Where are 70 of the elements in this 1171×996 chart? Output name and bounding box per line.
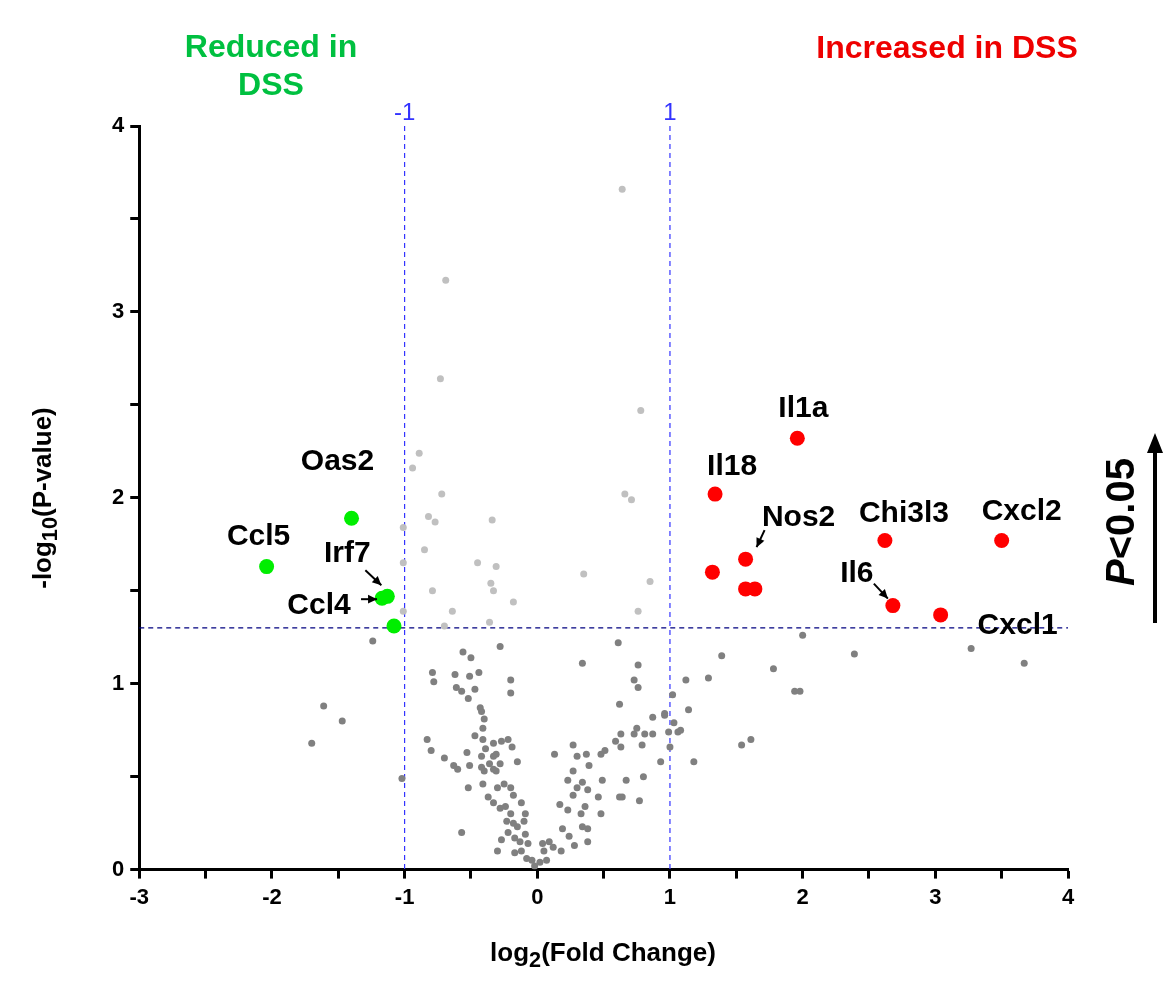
point xyxy=(440,622,448,630)
point xyxy=(386,618,402,634)
point xyxy=(474,559,482,567)
annotation: Cxcl1 xyxy=(977,607,1058,641)
text: Reduced in DSS xyxy=(183,27,359,103)
annotation: Irf7 xyxy=(324,534,371,568)
point xyxy=(509,598,517,606)
point xyxy=(789,430,805,446)
point xyxy=(621,490,629,498)
x-tick-label: -1 xyxy=(394,883,415,909)
ref-line-label: 1 xyxy=(663,98,677,125)
point xyxy=(344,510,360,526)
point xyxy=(424,512,432,520)
x-tick-label: 4 xyxy=(1061,883,1075,909)
point xyxy=(442,276,450,284)
point xyxy=(489,587,497,595)
point xyxy=(618,185,626,193)
point xyxy=(421,546,428,554)
x-tick-label: 0 xyxy=(531,883,544,909)
point xyxy=(994,533,1010,549)
point xyxy=(415,449,423,457)
point xyxy=(627,496,635,504)
annotation: Oas2 xyxy=(300,442,375,476)
x-tick-label: 1 xyxy=(663,883,677,909)
annotation: Il1a xyxy=(778,389,829,423)
point xyxy=(428,587,436,595)
annotation: Ccl4 xyxy=(287,587,352,621)
ref-line-label: -1 xyxy=(393,98,416,125)
point xyxy=(436,375,444,383)
point xyxy=(492,563,500,571)
point xyxy=(637,406,645,414)
point xyxy=(488,516,496,524)
x-tick-label: 3 xyxy=(929,883,942,909)
y-tick-label: 1 xyxy=(111,669,125,695)
point xyxy=(707,486,723,502)
point xyxy=(431,518,439,526)
point xyxy=(399,524,407,532)
x-tick-label: -2 xyxy=(262,883,282,909)
point xyxy=(438,490,446,498)
point xyxy=(399,607,407,615)
y-tick-label: 3 xyxy=(111,297,125,323)
point xyxy=(259,559,275,575)
annotation: Ccl5 xyxy=(226,517,291,551)
point xyxy=(885,598,901,614)
point xyxy=(634,607,642,615)
text: Increased in DSS xyxy=(816,28,1078,66)
x-tick-label: -3 xyxy=(129,883,150,909)
point xyxy=(448,607,456,615)
y-tick-label: 2 xyxy=(111,483,125,509)
point xyxy=(704,564,720,580)
x-tick-label: 2 xyxy=(796,883,809,909)
annotation: Cxcl2 xyxy=(981,492,1062,526)
y-tick-label: 0 xyxy=(111,855,125,881)
point xyxy=(933,607,949,623)
point xyxy=(374,590,390,606)
point xyxy=(646,577,654,585)
point xyxy=(409,464,417,472)
point xyxy=(486,618,494,626)
x-axis-title: log$_{2}$(Fold Change) xyxy=(490,936,716,974)
annotation: Il6 xyxy=(840,554,874,588)
annotation: Nos2 xyxy=(761,499,836,533)
y-tick-label: 4 xyxy=(111,112,125,138)
point xyxy=(399,559,407,567)
point xyxy=(580,570,588,578)
text: P<0.05 xyxy=(1097,458,1143,586)
point xyxy=(738,551,754,567)
point xyxy=(877,533,893,549)
annotation: Il18 xyxy=(707,448,758,482)
point xyxy=(487,579,495,587)
annotation: Chi3l3 xyxy=(858,494,949,528)
